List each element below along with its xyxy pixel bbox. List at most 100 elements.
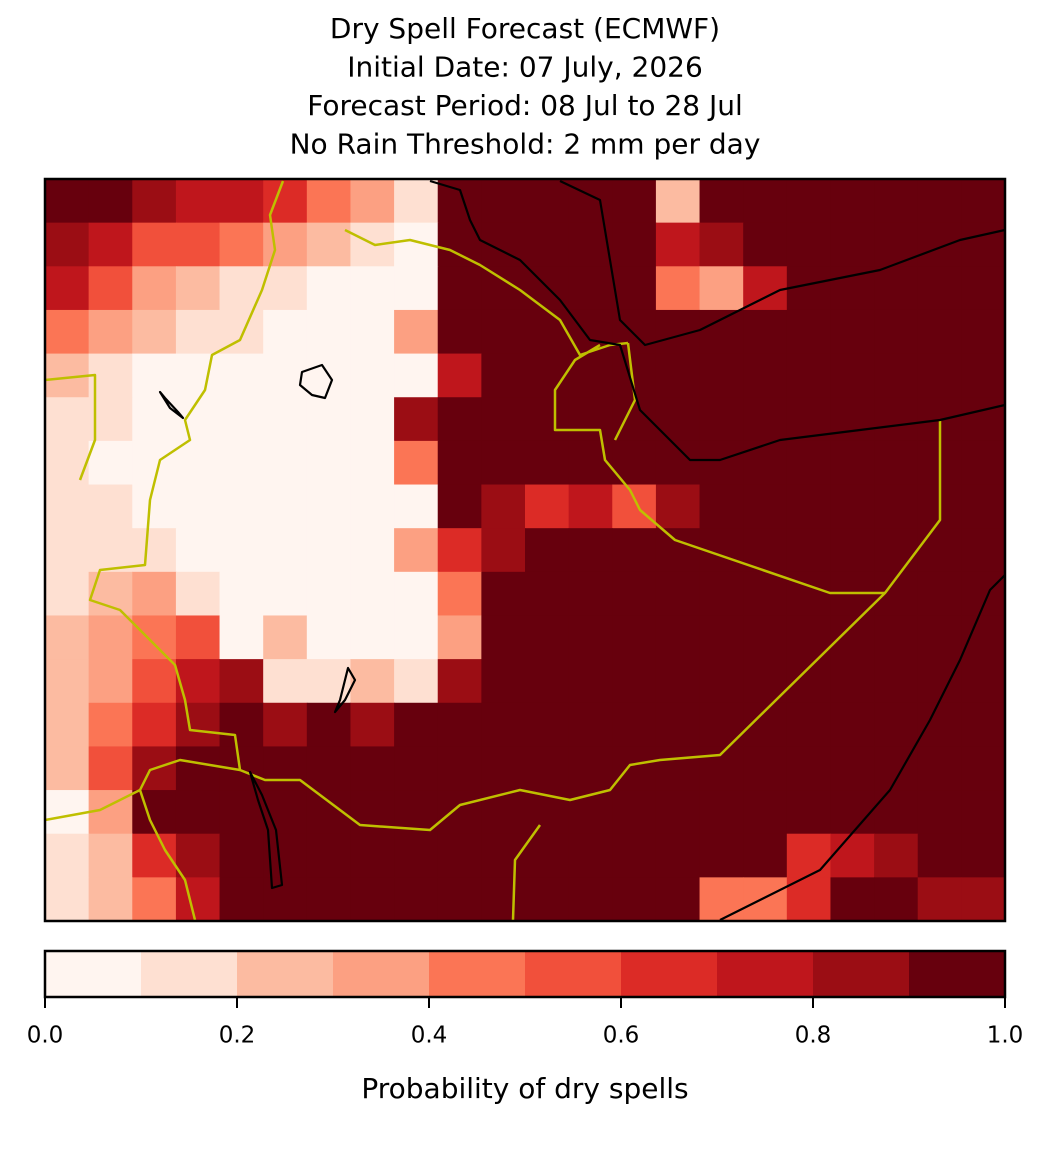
- grid-cell: [132, 571, 177, 617]
- grid-cell: [394, 746, 439, 791]
- grid-cell: [568, 833, 613, 878]
- grid-cell: [350, 833, 395, 878]
- coastline: [429, 179, 1005, 462]
- grid-cell: [655, 615, 701, 660]
- grid-cell: [830, 659, 875, 704]
- grid-cell: [132, 222, 177, 267]
- grid-cell: [306, 702, 352, 748]
- grid-cell: [481, 397, 526, 442]
- grid-cell: [219, 571, 264, 617]
- grid-cell: [917, 309, 962, 355]
- grid-cell: [830, 440, 875, 486]
- grid-cell: [655, 702, 701, 748]
- coastline: [559, 180, 1005, 347]
- grid-cell: [525, 309, 570, 355]
- grid-cell: [350, 309, 395, 355]
- grid-cell: [394, 528, 439, 573]
- grid-cell: [175, 615, 221, 660]
- grid-cell: [874, 659, 919, 704]
- grid-cell: [961, 571, 1005, 617]
- grid-cell: [306, 440, 352, 486]
- grid-cell: [568, 440, 613, 486]
- grid-cell: [961, 309, 1005, 355]
- grid-cell: [481, 877, 526, 921]
- grid-cell: [88, 571, 133, 617]
- grid-cell: [263, 484, 308, 529]
- grid-cell: [45, 440, 90, 486]
- grid-cell: [350, 571, 395, 617]
- grid-cell: [917, 659, 962, 704]
- lake: [333, 666, 357, 714]
- grid-cell: [568, 571, 613, 617]
- grid-cell: [961, 877, 1005, 921]
- grid-cell: [961, 615, 1005, 660]
- colorbar-segment: [429, 951, 526, 997]
- grid-cell: [917, 528, 962, 573]
- grid-cell: [525, 877, 570, 921]
- grid-cell: [743, 440, 788, 486]
- grid-cell: [568, 179, 613, 224]
- grid-cell: [699, 222, 744, 267]
- grid-cell: [961, 397, 1005, 442]
- grid-cell: [263, 397, 308, 442]
- grid-cell: [786, 353, 832, 398]
- grid-cell: [88, 179, 133, 224]
- grid-cell: [917, 833, 962, 878]
- grid-cell: [263, 746, 308, 791]
- grid-cell: [263, 353, 308, 398]
- grid-cell: [525, 528, 570, 573]
- grid-cell: [394, 484, 439, 529]
- grid-cell: [394, 397, 439, 442]
- title-line: Forecast Period: 08 Jul to 28 Jul: [307, 89, 743, 122]
- colorbar-label: Probability of dry spells: [361, 1072, 688, 1105]
- colorbar-segment: [333, 951, 430, 997]
- grid-cell: [961, 790, 1005, 835]
- grid-cell: [132, 877, 177, 921]
- grid-cell: [699, 484, 744, 529]
- grid-cell: [437, 790, 482, 835]
- grid-cell: [568, 397, 613, 442]
- tick-label: 0.2: [219, 1023, 256, 1049]
- grid-cell: [699, 179, 744, 224]
- grid-cell: [45, 397, 90, 442]
- grid-cell: [830, 702, 875, 748]
- grid-cell: [88, 484, 133, 529]
- grid-cell: [263, 659, 308, 704]
- grid-cell: [830, 746, 875, 791]
- grid-cell: [350, 659, 395, 704]
- grid-cell: [961, 353, 1005, 398]
- grid-cell: [175, 746, 221, 791]
- grid-cell: [306, 746, 352, 791]
- grid-cell: [743, 746, 788, 791]
- grid-cell: [786, 484, 832, 529]
- grid-cell: [481, 440, 526, 486]
- grid-cell: [306, 484, 352, 529]
- grid-cell: [219, 440, 264, 486]
- grid-cell: [830, 266, 875, 311]
- grid-cell: [612, 528, 657, 573]
- grid-cell: [350, 440, 395, 486]
- grid-cell: [350, 179, 395, 224]
- border: [344, 228, 885, 595]
- grid-cell: [699, 397, 744, 442]
- grid-cell: [699, 615, 744, 660]
- grid-cell: [961, 266, 1005, 311]
- grid-cell: [350, 397, 395, 442]
- grid-cell: [743, 877, 788, 921]
- grid-cell: [88, 528, 133, 573]
- grid-cell: [874, 353, 919, 398]
- grid-cell: [437, 266, 482, 311]
- grid-cell: [437, 702, 482, 748]
- grid-cell: [699, 659, 744, 704]
- grid-cell: [699, 790, 744, 835]
- grid-cell: [175, 877, 221, 921]
- grid-cell: [743, 833, 788, 878]
- grid-cell: [743, 309, 788, 355]
- grid-cell: [786, 702, 832, 748]
- grid-cell: [917, 615, 962, 660]
- grid-cell: [743, 179, 788, 224]
- grid-cell: [437, 571, 482, 617]
- grid-cell: [743, 222, 788, 267]
- grid-cell: [743, 266, 788, 311]
- grid-cell: [88, 659, 133, 704]
